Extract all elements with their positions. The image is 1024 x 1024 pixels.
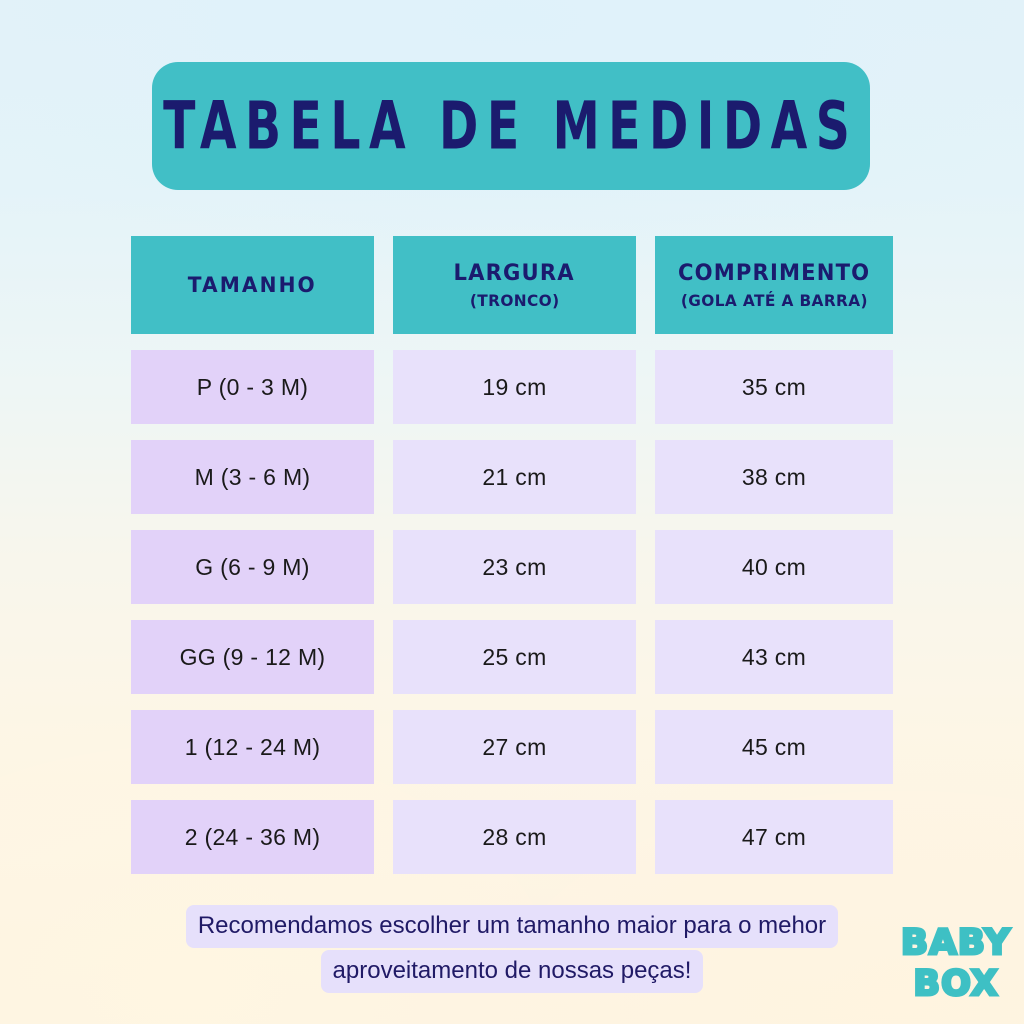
- cell-largura: 27 cm: [393, 710, 636, 784]
- header-cell-largura: LARGURA (TRONCO): [393, 236, 636, 334]
- size-label: P (0 - 3 M): [196, 373, 309, 400]
- cell-largura: 23 cm: [393, 530, 636, 604]
- size-label: M (3 - 6 M): [194, 463, 311, 490]
- cell-largura: 28 cm: [393, 800, 636, 874]
- cell-comprimento: 43 cm: [655, 620, 893, 694]
- largura-value: 19 cm: [482, 373, 547, 400]
- table-row: P (0 - 3 M) 19 cm 35 cm: [131, 350, 893, 424]
- note-line-1: Recomendamos escolher um tamanho maior p…: [185, 905, 839, 949]
- cell-largura: 21 cm: [393, 440, 636, 514]
- cell-comprimento: 38 cm: [655, 440, 893, 514]
- logo-text-baby: BABY: [899, 923, 1012, 963]
- comprimento-value: 45 cm: [741, 733, 807, 760]
- recommendation-note: Recomendamos escolher um tamanho maior p…: [0, 905, 1024, 994]
- cell-size: M (3 - 6 M): [131, 440, 374, 514]
- title-banner: TABELA DE MEDIDAS: [152, 62, 870, 190]
- size-label: GG (9 - 12 M): [179, 643, 326, 670]
- table-row: 2 (24 - 36 M) 28 cm 47 cm: [131, 800, 893, 874]
- note-line-2: aproveitamento de nossas peças!: [320, 950, 704, 994]
- table-row: M (3 - 6 M) 21 cm 38 cm: [131, 440, 893, 514]
- largura-value: 28 cm: [482, 823, 547, 850]
- comprimento-value: 47 cm: [741, 823, 807, 850]
- cell-comprimento: 35 cm: [655, 350, 893, 424]
- table-header-row: TAMANHO LARGURA (TRONCO) COMPRIMENTO (GO…: [131, 236, 893, 334]
- size-label: G (6 - 9 M): [195, 553, 310, 580]
- logo-text-box: BOX: [912, 964, 999, 1004]
- largura-value: 21 cm: [482, 463, 547, 490]
- cell-size: GG (9 - 12 M): [131, 620, 374, 694]
- cell-size: G (6 - 9 M): [131, 530, 374, 604]
- header-sublabel-largura: (TRONCO): [469, 290, 560, 310]
- size-label: 2 (24 - 36 M): [184, 823, 321, 850]
- table-row: GG (9 - 12 M) 25 cm 43 cm: [131, 620, 893, 694]
- comprimento-value: 43 cm: [741, 643, 807, 670]
- page-title: TABELA DE MEDIDAS: [163, 87, 859, 165]
- comprimento-value: 38 cm: [741, 463, 807, 490]
- header-label-comprimento: COMPRIMENTO: [677, 260, 871, 286]
- cell-size: P (0 - 3 M): [131, 350, 374, 424]
- largura-value: 27 cm: [482, 733, 547, 760]
- comprimento-value: 40 cm: [741, 553, 807, 580]
- header-label-tamanho: TAMANHO: [187, 273, 318, 297]
- largura-value: 25 cm: [482, 643, 547, 670]
- table-row: G (6 - 9 M) 23 cm 40 cm: [131, 530, 893, 604]
- cell-comprimento: 45 cm: [655, 710, 893, 784]
- cell-largura: 19 cm: [393, 350, 636, 424]
- size-label: 1 (12 - 24 M): [184, 733, 321, 760]
- header-cell-tamanho: TAMANHO: [131, 236, 374, 334]
- header-label-largura: LARGURA: [453, 260, 576, 286]
- header-sublabel-comprimento: (GOLA ATÉ A BARRA): [680, 290, 868, 310]
- table-row: 1 (12 - 24 M) 27 cm 45 cm: [131, 710, 893, 784]
- comprimento-value: 35 cm: [741, 373, 807, 400]
- cell-comprimento: 47 cm: [655, 800, 893, 874]
- cell-size: 1 (12 - 24 M): [131, 710, 374, 784]
- largura-value: 23 cm: [482, 553, 547, 580]
- cell-size: 2 (24 - 36 M): [131, 800, 374, 874]
- header-cell-comprimento: COMPRIMENTO (GOLA ATÉ A BARRA): [655, 236, 893, 334]
- cell-comprimento: 40 cm: [655, 530, 893, 604]
- cell-largura: 25 cm: [393, 620, 636, 694]
- brand-logo: BABY BOX: [895, 918, 1017, 1010]
- measurements-table: TAMANHO LARGURA (TRONCO) COMPRIMENTO (GO…: [131, 236, 893, 874]
